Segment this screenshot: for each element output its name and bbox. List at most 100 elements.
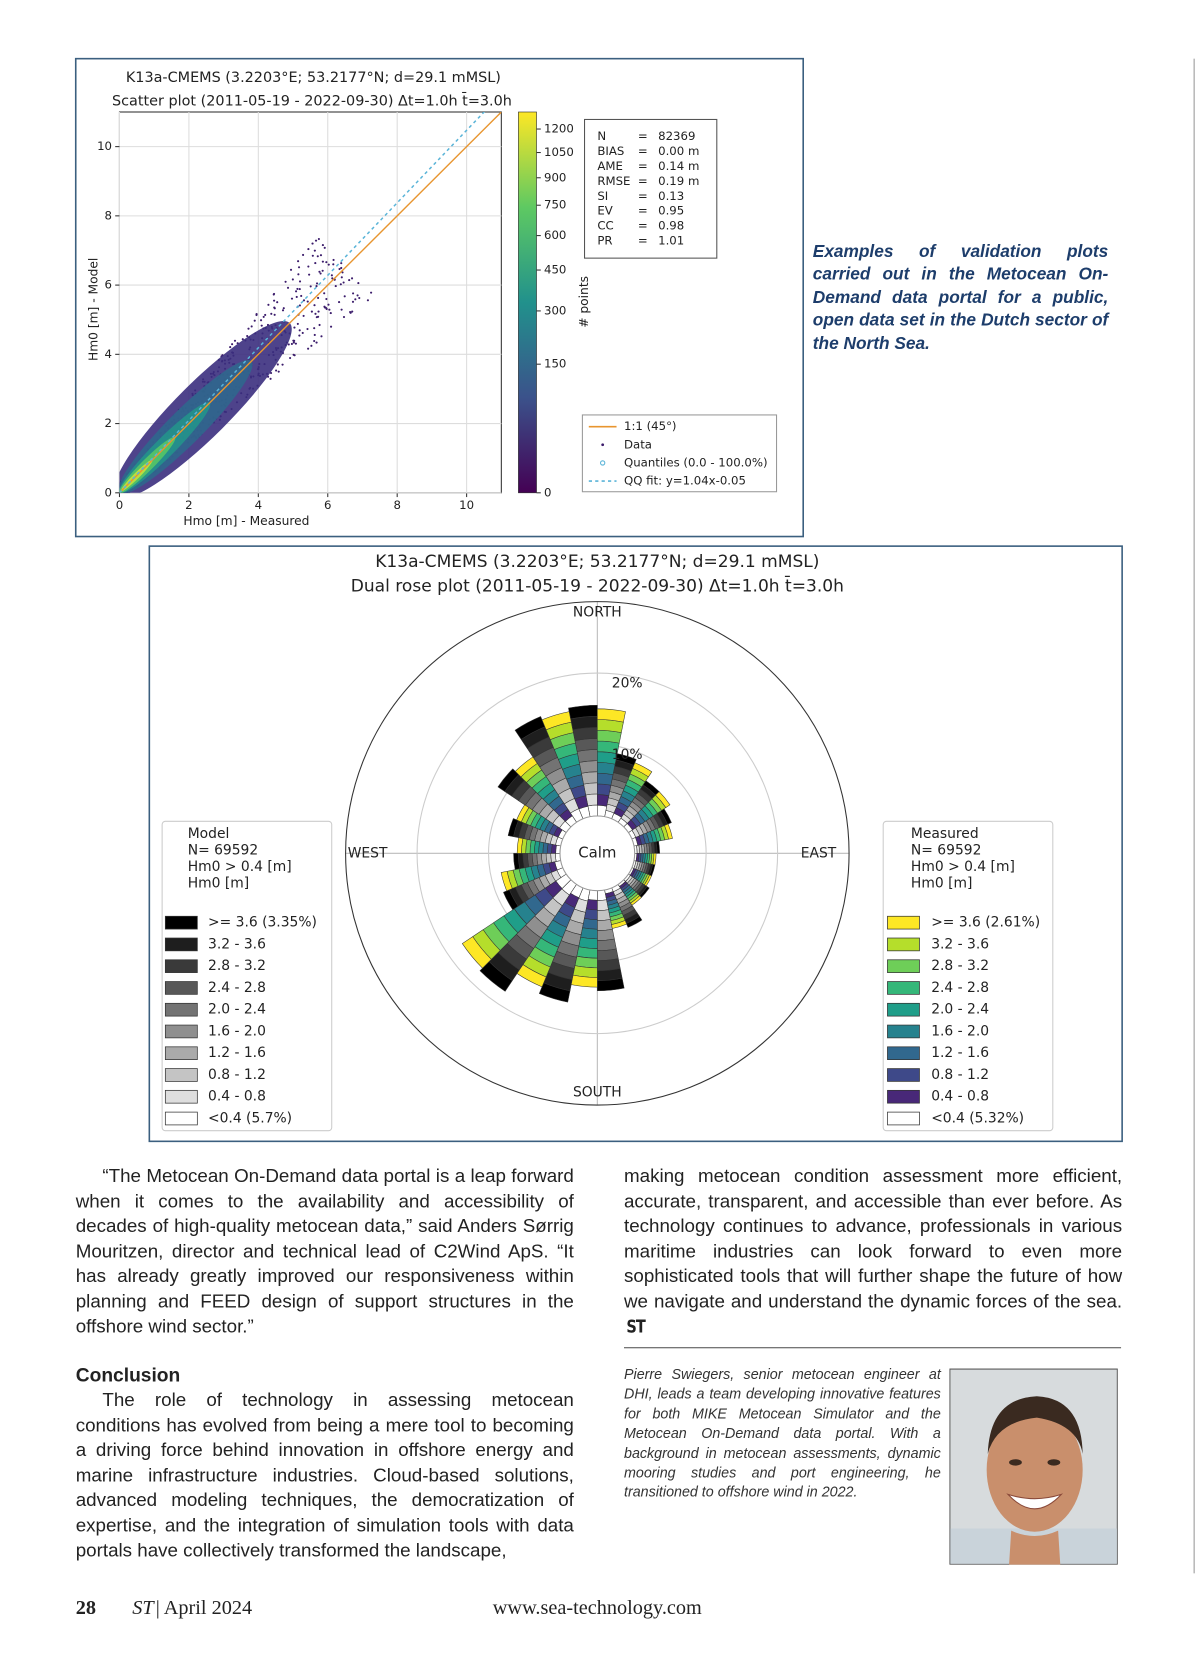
colorbar-tick-label: 750 xyxy=(544,198,566,212)
x-tick-label: 10 xyxy=(459,498,474,512)
data-point xyxy=(352,292,355,295)
legend-swatch xyxy=(887,1089,920,1104)
legend-label: Quantiles (0.0 - 100.0%) xyxy=(624,455,768,469)
data-point xyxy=(295,290,298,293)
data-point xyxy=(308,273,311,276)
data-point xyxy=(315,285,318,288)
legend-box xyxy=(882,820,1054,1132)
data-point xyxy=(294,342,297,345)
rose-band xyxy=(578,760,598,774)
stat-value: 0.14 m xyxy=(658,159,699,173)
direction-label: EAST xyxy=(801,845,837,861)
data-point xyxy=(295,295,298,299)
legend-label: 1:1 (45°) xyxy=(624,419,677,433)
data-point xyxy=(341,271,344,274)
y-axis-label: Hm0 [m] - Model xyxy=(86,258,100,361)
data-point xyxy=(298,304,301,307)
y-tick-label: 8 xyxy=(105,208,112,222)
stat-sep: = xyxy=(638,129,648,143)
legend-label: <0.4 (5.32%) xyxy=(931,1111,1024,1127)
rose-band xyxy=(461,936,492,969)
data-point xyxy=(311,242,314,245)
legend-header: N= 69592 xyxy=(188,843,258,859)
data-point xyxy=(354,298,357,301)
data-point xyxy=(282,307,285,310)
stat-value: 1.01 xyxy=(658,234,684,248)
ring xyxy=(416,672,779,1035)
rose-half-wedge xyxy=(570,889,598,988)
calm-label: Calm xyxy=(578,843,616,861)
rose-half-wedge xyxy=(538,887,591,1003)
rose-band xyxy=(584,908,598,920)
data-point xyxy=(231,343,234,346)
rule xyxy=(624,1347,1122,1349)
rose-half-wedge xyxy=(597,708,626,818)
rose-half-wedge xyxy=(617,780,660,828)
data-point xyxy=(343,295,346,298)
data-point xyxy=(317,237,320,241)
rose-half-wedge xyxy=(611,884,643,928)
rose-band xyxy=(581,771,598,785)
issue-date: | April 2024 xyxy=(155,1596,253,1620)
legend-swatch xyxy=(887,1002,920,1017)
rose-band xyxy=(541,711,572,731)
data-point xyxy=(267,303,270,306)
rose-half-wedge xyxy=(597,889,625,991)
data-point xyxy=(329,325,333,328)
legend-label: 1.6 - 2.0 xyxy=(931,1023,989,1039)
data-point xyxy=(253,319,256,322)
data-point xyxy=(275,369,278,372)
rose-half-wedge xyxy=(516,884,584,988)
legend-label: >= 3.6 (2.61%) xyxy=(931,915,1040,931)
rose-band xyxy=(597,772,614,786)
rose-half-wedge xyxy=(631,860,656,877)
colorbar-tick-label: 300 xyxy=(544,303,566,317)
data-point xyxy=(325,297,328,301)
rose-band xyxy=(597,928,615,941)
x-tick-label: 8 xyxy=(393,498,400,512)
colorbar-tick-label: 600 xyxy=(544,228,566,242)
data-point xyxy=(327,263,330,266)
author-bio: Pierre Swiegers, senior metocean enginee… xyxy=(624,1366,941,1501)
stat-name: EV xyxy=(597,204,612,218)
data-point xyxy=(273,306,276,309)
data-point xyxy=(334,285,337,288)
data-point xyxy=(241,338,244,341)
legend-swatch xyxy=(887,981,920,995)
ring-label: 10% xyxy=(612,747,643,763)
data-point xyxy=(298,334,301,337)
x-tick-label: 6 xyxy=(324,498,331,512)
data-point xyxy=(250,325,253,328)
legend-label: 2.8 - 3.2 xyxy=(931,958,989,974)
rose-half-wedge xyxy=(503,867,567,911)
data-point xyxy=(314,239,318,242)
data-point xyxy=(316,255,319,258)
data-point xyxy=(349,311,352,314)
data-point xyxy=(247,327,250,330)
data-point xyxy=(315,282,319,285)
data-point xyxy=(306,327,309,331)
rose-band xyxy=(597,948,619,961)
data-point xyxy=(319,254,323,257)
stat-name: BIAS xyxy=(597,144,624,158)
legend-symbol xyxy=(600,460,606,466)
rose-band xyxy=(655,791,671,808)
paragraph-text: making metocean condition assessment mor… xyxy=(624,1164,1123,1312)
data-point xyxy=(307,248,310,251)
data-point xyxy=(338,301,341,304)
data-point xyxy=(269,377,272,380)
direction-label: NORTH xyxy=(573,604,622,620)
data-point xyxy=(313,249,316,252)
data-point xyxy=(310,344,313,347)
data-point xyxy=(328,308,331,311)
legend-label: 0.4 - 0.8 xyxy=(931,1089,989,1105)
x-tick-label: 4 xyxy=(255,498,262,512)
colorbar-tick-label: 0 xyxy=(544,485,551,499)
stat-value: 0.00 m xyxy=(658,144,699,158)
rose-half-wedge xyxy=(628,867,652,887)
rose-band xyxy=(597,762,616,775)
legend-label: 2.0 - 2.4 xyxy=(931,1002,989,1018)
data-point xyxy=(342,315,346,319)
legend-label: >= 3.6 (3.35%) xyxy=(208,915,317,931)
data-point xyxy=(331,277,334,280)
